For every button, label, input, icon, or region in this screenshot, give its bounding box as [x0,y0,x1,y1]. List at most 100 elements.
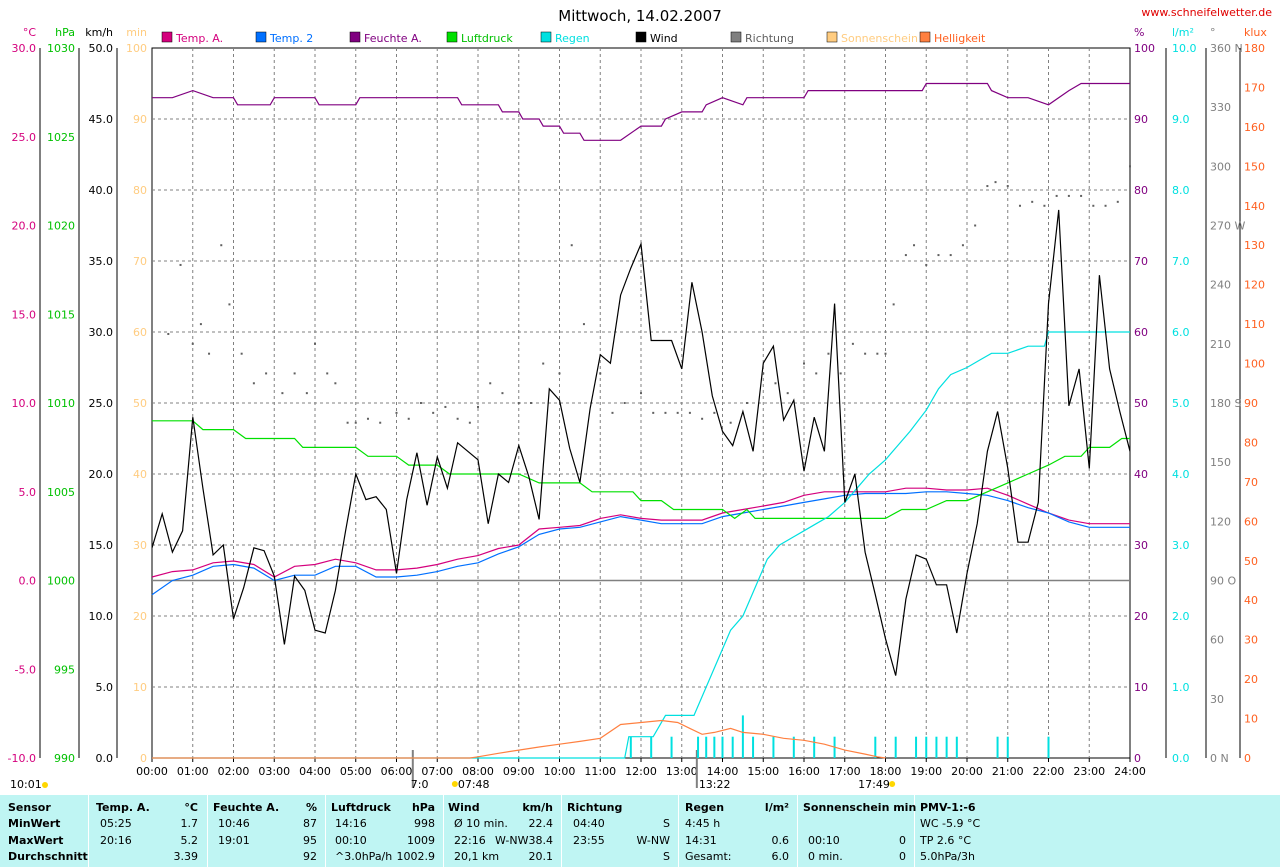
wind-tick-label: 15.0 [89,539,114,552]
temp-tick-label: -10.0 [8,752,36,765]
temp-tick-label: 20.0 [12,220,37,233]
wind-tick-label: 5.0 [96,681,114,694]
dir-value: S [663,817,670,830]
press-tick-label: 1005 [47,486,75,499]
direction-point [713,411,716,414]
site-url[interactable]: www.schneifelwetter.de [1141,6,1272,19]
sun-tick-label: 50 [133,397,147,410]
sunset-label: 17:49 [858,778,890,791]
direction-point [265,372,268,375]
press-tick-label: 1000 [47,575,75,588]
series-line-temp-2 [151,491,1130,596]
x-tick-label: 22:00 [1033,765,1065,778]
rain-unit-label: l/m² [1172,26,1194,39]
direction-point [701,417,704,420]
rain-tick-label: 1.0 [1172,681,1190,694]
legend-swatch [161,31,173,43]
x-tick-label: 08:00 [462,765,494,778]
column-separator [443,795,444,867]
legend-swatch [349,31,361,43]
direction-point [314,342,316,345]
lux-tick-label: 160 [1244,121,1265,134]
lux-tick-label: 20 [1244,673,1258,686]
x-tick-label: 24:00 [1114,765,1146,778]
short-time-label: 7:0 [411,778,429,791]
sun-tick-label: 60 [133,326,147,339]
direction-point [1067,194,1070,197]
direction-point [293,372,296,375]
direction-point [240,352,243,355]
sun-tick-label: 100 [126,42,147,55]
column-separator [797,795,798,867]
header-hum-unit: % [305,801,317,814]
direction-point [228,303,231,306]
temp-unit-label: °C [23,26,37,39]
statistics-table: Sensor Temp. A. °C Feuchte A.% Luftdruck hPa W… [0,795,1280,867]
direction-point [1080,194,1083,197]
legend-label: Temp. 2 [269,32,313,45]
pmv-value: TP 2.6 °C [920,834,972,847]
direction-point [366,417,369,420]
dir-tick-label: 300 [1210,160,1231,173]
lux-tick-label: 140 [1244,200,1265,213]
lux-tick-label: 40 [1244,594,1258,607]
x-tick-label: 09:00 [503,765,535,778]
series [151,82,1131,759]
direction-point [517,402,520,404]
series-line-wind [151,209,1131,676]
dir-value: S [663,850,670,863]
x-tick-label: 10:00 [544,765,576,778]
wind-tick-label: 50.0 [89,42,114,55]
hum-tick-label: 0 [1134,752,1141,765]
dir-tick-label: 60 [1210,634,1224,647]
lux-tick-label: 80 [1244,436,1258,449]
header-rain-unit: l/m² [764,801,789,814]
direction-point [974,224,977,227]
wind-tick-label: 25.0 [89,397,114,410]
direction-point [1055,194,1058,197]
direction-point [925,263,928,266]
noon-label: 13:22 [699,778,731,791]
wind-unit-label: km/h [85,26,113,39]
lux-tick-label: 10 [1244,713,1258,726]
x-tick-label: 06:00 [381,765,413,778]
legend-label: Luftdruck [461,32,513,45]
press-tick-label: 1020 [47,220,75,233]
sun-value: 0 [899,850,906,863]
direction-point [745,402,748,404]
wind-tick-label: 40.0 [89,184,114,197]
x-tick-label: 07:00 [421,765,453,778]
column-separator [325,795,326,867]
direction-point [937,254,940,257]
header-press-unit: hPa [411,801,435,814]
lux-tick-label: 50 [1244,555,1258,568]
direction-point [281,392,284,395]
direction-point [456,417,459,420]
direction-point [1006,185,1009,188]
dir-unit-label: ° [1210,26,1216,39]
direction-point [904,254,907,257]
hum-value: 92 [303,850,317,863]
dir-tick-label: 360 N [1210,42,1243,55]
direction-point [432,411,435,414]
temp-time: 20:16 [100,834,132,847]
direction-point [1043,204,1046,207]
header-press: Luftdruck [331,801,391,814]
direction-point [851,342,854,345]
rain-tick-label: 7.0 [1172,255,1190,268]
x-tick-label: 05:00 [340,765,372,778]
sun-tick-label: 90 [133,113,147,126]
temp-tick-label: 0.0 [19,575,37,588]
lux-tick-label: 90 [1244,397,1258,410]
wind-tick-label: 0.0 [96,752,114,765]
direction-point [1104,204,1107,207]
press-time: 00:10 [335,834,367,847]
dir-tick-label: 210 [1210,338,1231,351]
direction-point [786,392,789,395]
legend-label: Regen [555,32,590,45]
hum-unit-label: % [1134,26,1144,39]
x-tick-label: 01:00 [177,765,209,778]
current-time-label: 10:01 [10,778,42,791]
lux-tick-label: 180 [1244,42,1265,55]
hum-tick-label: 70 [1134,255,1148,268]
